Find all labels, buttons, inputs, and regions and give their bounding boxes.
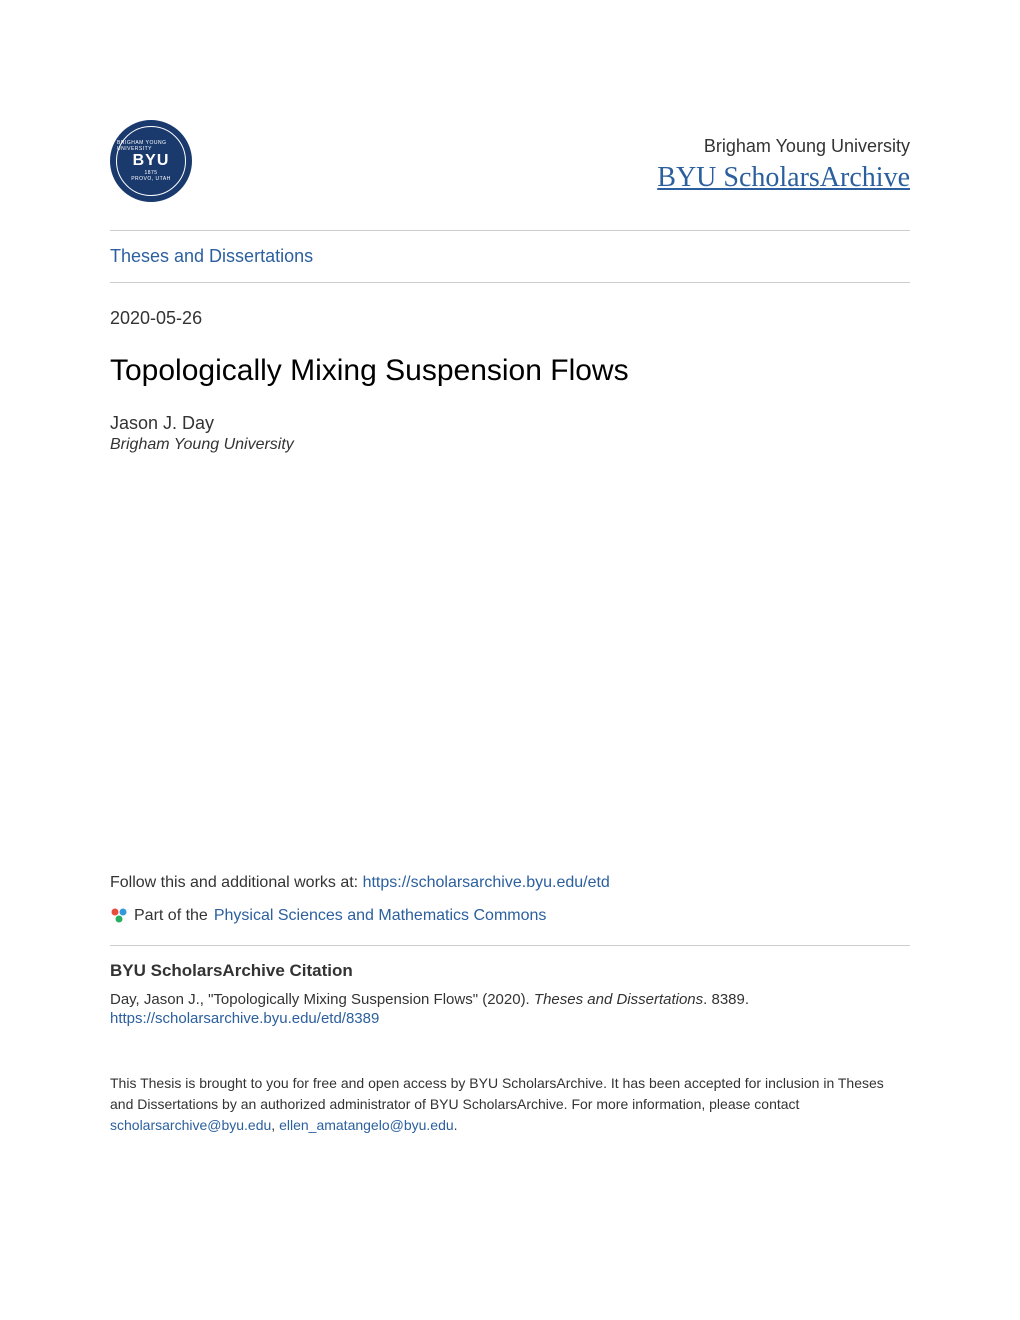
footer-email2[interactable]: ellen_amatangelo@byu.edu xyxy=(279,1117,454,1133)
byu-logo: BRIGHAM YOUNG UNIVERSITY BYU 1875 PROVO,… xyxy=(110,120,192,202)
citation-part2: . 8389. xyxy=(703,991,749,1008)
citation-heading: BYU ScholarsArchive Citation xyxy=(110,961,910,981)
publication-date: 2020-05-26 xyxy=(110,283,910,329)
citation-link[interactable]: https://scholarsarchive.byu.edu/etd/8389 xyxy=(110,1010,379,1027)
footer-period: . xyxy=(454,1117,458,1133)
title-section: Topologically Mixing Suspension Flows xyxy=(110,329,910,388)
logo-inner: BRIGHAM YOUNG UNIVERSITY BYU 1875 PROVO,… xyxy=(116,126,186,196)
footer-email1[interactable]: scholarsarchive@byu.edu xyxy=(110,1117,271,1133)
logo-main-text: BYU xyxy=(133,152,170,170)
citation-text: Day, Jason J., "Topologically Mixing Sus… xyxy=(110,989,910,1010)
document-title: Topologically Mixing Suspension Flows xyxy=(110,354,910,388)
logo-container: BRIGHAM YOUNG UNIVERSITY BYU 1875 PROVO,… xyxy=(110,120,200,210)
author-affiliation: Brigham Young University xyxy=(110,436,910,454)
citation-part1: Day, Jason J., "Topologically Mixing Sus… xyxy=(110,991,534,1008)
logo-bottom-text: PROVO, UTAH xyxy=(131,176,171,182)
footer-section: This Thesis is brought to you for free a… xyxy=(110,1073,910,1136)
follow-prefix: Follow this and additional works at: xyxy=(110,874,363,891)
network-icon xyxy=(110,907,128,925)
commons-link[interactable]: Physical Sciences and Mathematics Common… xyxy=(214,907,547,925)
logo-top-text: BRIGHAM YOUNG UNIVERSITY xyxy=(117,140,185,152)
author-name: Jason J. Day xyxy=(110,413,910,434)
breadcrumb-link[interactable]: Theses and Dissertations xyxy=(110,246,313,266)
citation-section: BYU ScholarsArchive Citation Day, Jason … xyxy=(110,945,910,1028)
footer-text: This Thesis is brought to you for free a… xyxy=(110,1075,884,1112)
university-name: Brigham Young University xyxy=(657,136,910,157)
footer-separator: , xyxy=(271,1117,279,1133)
author-section: Jason J. Day Brigham Young University xyxy=(110,388,910,454)
follow-section: Follow this and additional works at: htt… xyxy=(110,874,910,892)
follow-link[interactable]: https://scholarsarchive.byu.edu/etd xyxy=(363,874,610,891)
part-of-prefix: Part of the xyxy=(134,907,208,925)
part-of-section: Part of the Physical Sciences and Mathem… xyxy=(110,907,910,925)
citation-italic: Theses and Dissertations xyxy=(534,991,703,1008)
page-header: BRIGHAM YOUNG UNIVERSITY BYU 1875 PROVO,… xyxy=(110,120,910,231)
breadcrumb-section: Theses and Dissertations xyxy=(110,231,910,283)
archive-name-link[interactable]: BYU ScholarsArchive xyxy=(657,162,910,193)
header-text: Brigham Young University BYU ScholarsArc… xyxy=(657,136,910,194)
